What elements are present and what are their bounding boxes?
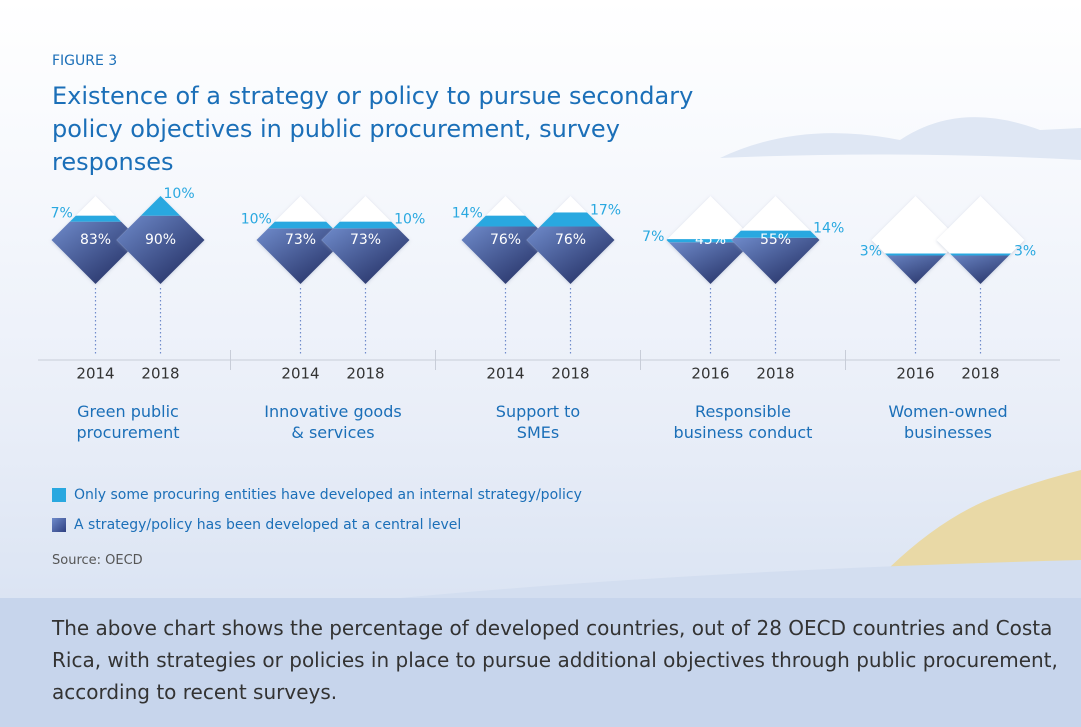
x-tick-label: 2016 (896, 365, 934, 383)
x-tick-label: 2014 (281, 365, 319, 383)
legend-label: Only some procuring entities have develo… (74, 487, 582, 503)
data-label: 7% (51, 206, 73, 222)
bar-segment (256, 221, 345, 229)
data-label: 3% (1014, 244, 1036, 260)
chart: 83% 7% 2014 90% 10% 2018 73% 10% 2014 73% 10% 2018 7… (38, 117, 1081, 598)
bar-segment (116, 215, 205, 284)
data-label: 21% (968, 233, 992, 246)
data-label: 90% (145, 232, 176, 248)
x-tick-label: 2018 (551, 365, 589, 383)
bar-segment (321, 221, 410, 229)
data-label: 10% (394, 212, 425, 228)
group-label: Innovative goods & services (264, 402, 402, 442)
data-label: 83% (80, 232, 111, 248)
footer-band (0, 598, 1081, 727)
source: Source: OECD (52, 553, 143, 568)
data-label: 76% (490, 232, 521, 248)
group-label: Green public procurement (76, 402, 180, 442)
bar-segment (936, 255, 1025, 284)
data-label: 76% (555, 232, 586, 248)
x-tick-label: 2018 (756, 365, 794, 383)
data-label: 21% (903, 233, 927, 246)
x-tick-label: 2018 (346, 365, 384, 383)
legend-item: Only some procuring entities have develo… (52, 487, 582, 503)
wave (400, 560, 1081, 598)
data-label: 3% (860, 244, 882, 260)
data-label: 73% (285, 232, 316, 248)
group-label: Support to SMEs (495, 402, 581, 442)
legend-swatch (52, 488, 66, 502)
x-tick-label: 2018 (141, 365, 179, 383)
figure-label: FIGURE 3 (52, 53, 118, 69)
data-label: 55% (760, 232, 791, 248)
data-label: 10% (241, 212, 272, 228)
legend-label: A strategy/policy has been developed at … (74, 517, 462, 533)
chart-title: Existence of a strategy or policy to pur… (52, 82, 694, 176)
bar-segment (936, 253, 1025, 256)
legend-swatch (52, 518, 66, 532)
x-tick-label: 2018 (961, 365, 999, 383)
cloud (720, 117, 1081, 160)
bar-segment (871, 253, 960, 256)
data-label: 45% (695, 232, 726, 248)
bar-segment (871, 255, 960, 284)
bar-segment (461, 215, 550, 227)
data-label: 7% (642, 229, 664, 245)
data-label: 73% (350, 232, 381, 248)
data-label: 17% (590, 202, 621, 218)
data-label: 14% (813, 221, 844, 237)
group-label: Women-owned businesses (888, 402, 1008, 442)
bar-segment (731, 230, 820, 238)
data-label: 14% (452, 206, 483, 222)
legend-item: A strategy/policy has been developed at … (52, 517, 461, 533)
bar-segment (51, 215, 140, 222)
data-label: 10% (164, 186, 195, 202)
footer-text: The above chart shows the percentage of … (52, 616, 1058, 704)
bar-segment (666, 239, 755, 243)
group-label: Responsible business conduct (673, 402, 813, 442)
x-tick-label: 2014 (486, 365, 524, 383)
x-tick-label: 2016 (691, 365, 729, 383)
x-tick-label: 2014 (76, 365, 114, 383)
